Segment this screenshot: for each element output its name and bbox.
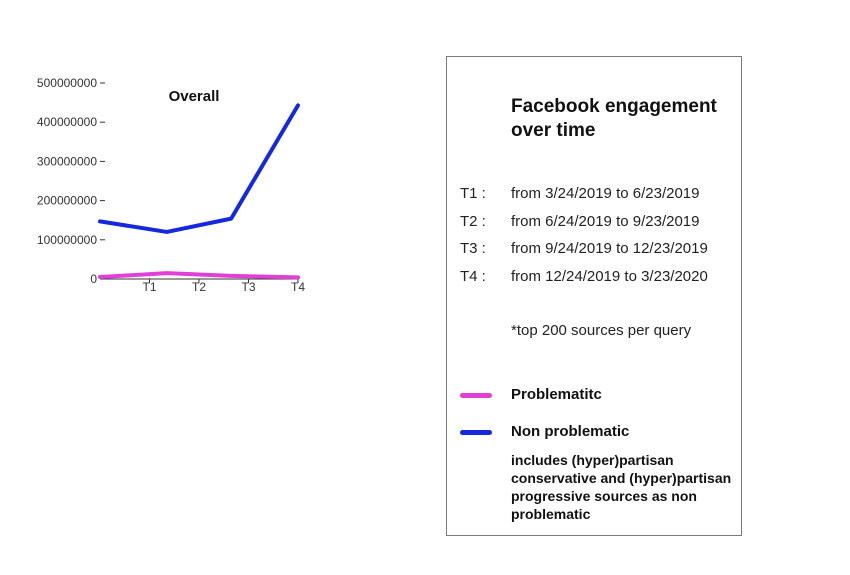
y-tick-label: 400000000: [37, 115, 97, 129]
x-tick-label: T1: [142, 280, 156, 294]
period-label: T1 :: [460, 185, 486, 202]
series-line-non-problematic: [98, 103, 300, 234]
y-tick-label: 500000000: [37, 76, 97, 90]
non-problematic-description: includes (hyper)partisan conservative an…: [511, 452, 732, 522]
chart-title: Overall: [169, 88, 220, 105]
y-tick-label: 300000000: [37, 154, 97, 168]
period-label: T3 :: [460, 240, 486, 257]
y-tick-label: 0: [90, 272, 97, 286]
series-line-problematitc: [98, 271, 300, 280]
period-label: T2 :: [460, 213, 486, 230]
period-range: from 3/24/2019 to 6/23/2019: [511, 185, 700, 202]
x-tick-label: T4: [291, 280, 305, 294]
period-range: from 12/24/2019 to 3/23/2020: [511, 268, 708, 285]
y-axis: 0 100000000 200000000 300000000 400000000 500…: [37, 76, 105, 286]
problematic-swatch: [460, 393, 492, 398]
line-chart: Overall 0 100000000 200000000 300000000 4000…: [37, 76, 305, 294]
x-tick-label: T2: [192, 280, 206, 294]
problematic-label: Problematitc: [511, 386, 602, 403]
y-tick-label: 100000000: [37, 233, 97, 247]
footnote: *top 200 sources per query: [511, 322, 692, 339]
legend-title: Facebook engagement over time: [511, 96, 717, 141]
non-problematic-swatch: [460, 430, 492, 435]
non-problematic-label: Non problematic: [511, 423, 630, 440]
y-tick-label: 200000000: [37, 194, 97, 208]
period-range: from 6/24/2019 to 9/23/2019: [511, 213, 700, 230]
period-range: from 9/24/2019 to 12/23/2019: [511, 240, 708, 257]
series-layer: [98, 103, 300, 280]
period-label: T4 :: [460, 268, 486, 285]
x-axis: T1 T2 T3 T4: [100, 278, 305, 294]
legend-panel: Facebook engagement over time T1 : from …: [446, 56, 742, 536]
x-tick-label: T3: [241, 280, 255, 294]
